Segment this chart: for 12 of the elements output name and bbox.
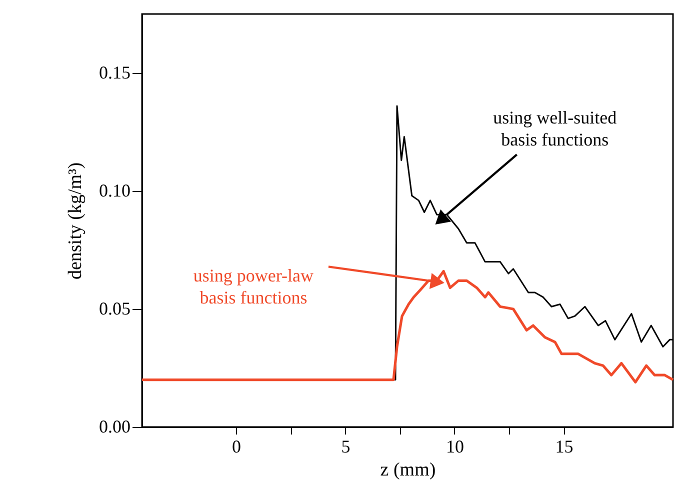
x-axis-title: z (mm)	[380, 460, 436, 480]
annotation: using power-law basis functions	[193, 266, 314, 308]
x-tick-label: 15	[555, 436, 574, 456]
x-tick-label: 10	[446, 436, 464, 456]
y-tick-label: 0.05	[99, 298, 130, 318]
y-axis-title: density (kg/m³)	[65, 162, 86, 280]
y-tick-label: 0.10	[99, 180, 130, 200]
x-tick-label: 5	[341, 436, 350, 456]
y-tick-label: 0.15	[99, 62, 130, 82]
y-tick-label: 0.00	[99, 416, 130, 436]
annotation: using well-suited basis functions	[493, 108, 617, 150]
x-tick-label: 0	[232, 436, 241, 456]
